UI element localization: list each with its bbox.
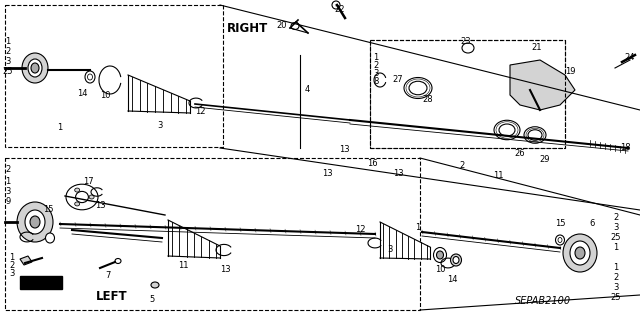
Text: 5: 5	[149, 295, 155, 305]
Ellipse shape	[75, 188, 80, 192]
Ellipse shape	[75, 202, 80, 206]
Text: 13: 13	[322, 168, 332, 177]
Text: 1: 1	[10, 254, 15, 263]
Ellipse shape	[556, 235, 564, 245]
Text: SEPAB2100: SEPAB2100	[515, 296, 571, 306]
Text: 13: 13	[339, 145, 349, 154]
Ellipse shape	[409, 81, 427, 95]
Text: 29: 29	[540, 155, 550, 165]
Ellipse shape	[404, 78, 432, 99]
Text: 9: 9	[5, 197, 11, 206]
Text: 3: 3	[613, 224, 619, 233]
Text: 16: 16	[367, 159, 378, 167]
Ellipse shape	[30, 216, 40, 228]
Text: FR.: FR.	[44, 280, 62, 290]
Text: 14: 14	[447, 276, 457, 285]
Ellipse shape	[453, 256, 459, 263]
Text: 1: 1	[5, 177, 11, 187]
Polygon shape	[20, 256, 32, 265]
Ellipse shape	[151, 282, 159, 288]
Text: 25: 25	[611, 234, 621, 242]
Ellipse shape	[563, 234, 597, 272]
Text: 2: 2	[5, 166, 11, 174]
Ellipse shape	[45, 233, 54, 243]
Text: 3: 3	[613, 284, 619, 293]
Polygon shape	[20, 276, 62, 289]
Ellipse shape	[28, 59, 42, 77]
Text: 11: 11	[178, 261, 188, 270]
Text: 10: 10	[435, 265, 445, 275]
Text: 13: 13	[95, 201, 106, 210]
Ellipse shape	[115, 258, 121, 263]
Text: 1: 1	[613, 243, 619, 253]
Ellipse shape	[528, 130, 542, 140]
Text: 28: 28	[422, 95, 433, 105]
Ellipse shape	[451, 254, 461, 266]
Text: 12: 12	[195, 108, 205, 116]
Ellipse shape	[494, 120, 520, 140]
Text: 3: 3	[373, 69, 379, 78]
Ellipse shape	[17, 202, 53, 242]
Text: 12: 12	[355, 226, 365, 234]
Text: 4: 4	[305, 85, 310, 94]
Ellipse shape	[433, 248, 447, 263]
Text: 3: 3	[5, 57, 11, 66]
Text: 15: 15	[43, 205, 53, 214]
Text: 24: 24	[625, 54, 636, 63]
Ellipse shape	[436, 251, 444, 259]
Text: 25: 25	[3, 68, 13, 77]
Ellipse shape	[499, 124, 515, 136]
Text: 14: 14	[77, 88, 87, 98]
Ellipse shape	[25, 210, 45, 234]
Text: 2: 2	[373, 61, 379, 70]
Text: 13: 13	[220, 265, 230, 275]
Ellipse shape	[570, 241, 590, 265]
Text: 1: 1	[373, 53, 379, 62]
Ellipse shape	[89, 195, 94, 199]
Polygon shape	[510, 60, 575, 110]
Text: 7: 7	[106, 271, 111, 279]
Text: 3: 3	[157, 121, 163, 130]
Text: RIGHT: RIGHT	[227, 21, 269, 34]
Text: 2: 2	[613, 213, 619, 222]
Text: 1: 1	[58, 123, 63, 132]
Ellipse shape	[22, 53, 48, 83]
Text: 22: 22	[335, 5, 345, 14]
Text: 17: 17	[83, 177, 93, 187]
Text: 20: 20	[276, 21, 287, 31]
Ellipse shape	[88, 74, 93, 80]
Bar	[5, 158, 420, 310]
Text: 2: 2	[460, 160, 465, 169]
Text: 11: 11	[493, 170, 503, 180]
Ellipse shape	[524, 127, 546, 143]
Bar	[370, 40, 565, 148]
Text: 10: 10	[100, 91, 110, 100]
Text: 1: 1	[5, 38, 11, 47]
Ellipse shape	[575, 247, 585, 259]
Text: 3: 3	[10, 270, 15, 278]
Text: 27: 27	[393, 75, 403, 84]
Ellipse shape	[85, 71, 95, 83]
Ellipse shape	[31, 63, 39, 73]
Text: 1: 1	[415, 224, 420, 233]
Text: 3: 3	[387, 246, 393, 255]
Text: 15: 15	[555, 219, 565, 228]
Text: 19: 19	[564, 68, 575, 77]
Text: 25: 25	[611, 293, 621, 302]
Bar	[5, 5, 223, 147]
Text: 26: 26	[515, 149, 525, 158]
Text: 2: 2	[5, 48, 11, 56]
Text: 2: 2	[10, 262, 15, 271]
Text: 13: 13	[393, 168, 403, 177]
Text: LEFT: LEFT	[96, 290, 128, 302]
Text: 21: 21	[532, 42, 542, 51]
Text: 6: 6	[589, 219, 595, 228]
Text: 2: 2	[613, 273, 619, 283]
Text: 18: 18	[620, 144, 630, 152]
Ellipse shape	[558, 238, 562, 242]
Text: 1: 1	[613, 263, 619, 272]
Text: 8: 8	[373, 77, 379, 85]
Text: 3: 3	[5, 188, 11, 197]
Text: 23: 23	[461, 38, 471, 47]
